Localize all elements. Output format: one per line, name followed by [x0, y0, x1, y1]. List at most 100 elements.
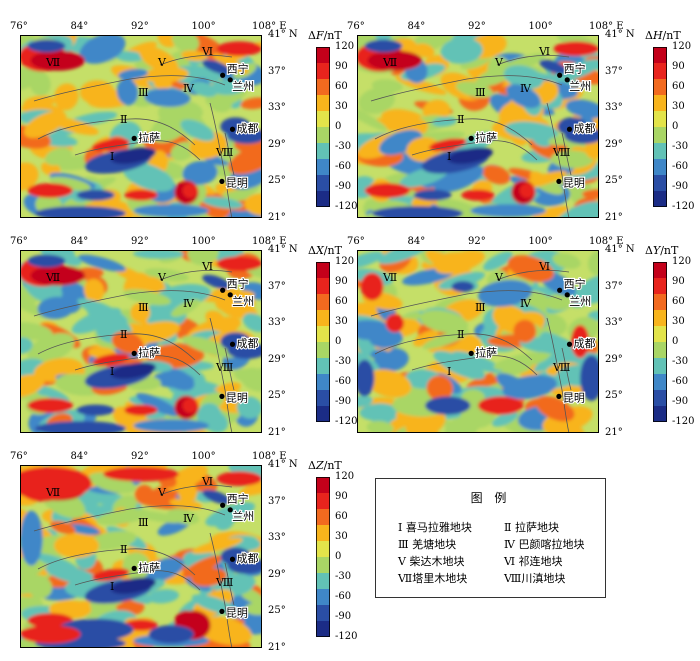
colorbar-title-symbol: Δ: [308, 29, 316, 42]
anomaly-patch: [192, 537, 243, 554]
legend-item: Ⅶ塔里木地块: [398, 572, 468, 585]
city-marker: [227, 77, 233, 83]
anomaly-patch: [92, 138, 130, 152]
block-label: Ⅶ: [45, 486, 60, 499]
anomaly-patch: [564, 127, 599, 144]
anomaly-patch: [405, 409, 446, 433]
city-label: 兰州: [232, 295, 254, 308]
colorbar-swatch: [316, 262, 330, 279]
colorbar-title-symbol: Δ: [308, 244, 316, 257]
city-label: 兰州: [569, 80, 591, 93]
lat-tick-label: 21°: [605, 427, 623, 438]
block-boundary-line: [374, 333, 533, 361]
block-label: Ⅵ: [201, 475, 213, 488]
anomaly-patch: [478, 279, 533, 307]
anomaly-patch: [553, 41, 599, 57]
colorbar-tick-label: 30: [672, 316, 685, 327]
block-boundary-line: [74, 355, 201, 376]
lon-tick-label: 100°: [191, 236, 216, 247]
lon-tick-label: 76°: [347, 236, 365, 247]
colorbar-swatch: [653, 79, 667, 96]
colorbar-swatch: [316, 278, 330, 295]
city-marker: [556, 178, 562, 184]
anomaly-patch: [503, 65, 544, 90]
block-boundary-line: [33, 290, 226, 317]
anomaly-patch: [170, 141, 195, 161]
colorbar-tick-label: 60: [335, 296, 348, 307]
city-label: 拉萨: [138, 130, 160, 144]
lat-tick-label: 33°: [605, 102, 623, 114]
lat-tick-label: 29°: [268, 138, 286, 150]
colorbar-swatch: [653, 262, 667, 279]
anomaly-patch: [227, 342, 262, 359]
colorbar-swatch: [316, 541, 330, 558]
colorbar-tick-label: 60: [335, 511, 348, 522]
anomaly-patch: [20, 162, 39, 191]
lat-tick-label: 33°: [268, 102, 286, 114]
colorbar-title-unit: /nT: [323, 459, 342, 472]
block-label: Ⅷ: [552, 146, 570, 159]
anomaly-patch: [182, 160, 218, 185]
anomaly-patch: [395, 75, 447, 95]
anomaly-patch: [116, 78, 139, 106]
block-label: Ⅰ: [110, 365, 114, 378]
colorbar-swatch: [653, 294, 667, 311]
colorbar-title: ΔH/nT: [645, 29, 681, 42]
anomaly-patch: [236, 396, 262, 419]
map-panel-Z: Ⅰ Ⅱ Ⅲ Ⅳ Ⅴ Ⅵ Ⅶ Ⅷ 西宁 兰州 成都 拉萨 昆明 76° 84° 92° 100° 108° E 41°…: [10, 451, 357, 661]
lat-tick-label: 37°: [268, 280, 286, 292]
colorbar-swatch: [653, 175, 667, 192]
anomaly-patch: [357, 103, 388, 131]
colorbar-tick-label: -30: [335, 356, 352, 367]
anomaly-patch: [431, 116, 457, 127]
colorbar-tick-label: -60: [335, 376, 352, 387]
colorbar-title: ΔX/nT: [308, 244, 342, 257]
lon-tick-label: 92°: [468, 21, 486, 32]
anomaly-patch: [452, 351, 503, 373]
block-boundary-line: [224, 132, 235, 176]
colorbar-swatch: [316, 143, 330, 160]
lon-tick-label: 92°: [468, 236, 486, 247]
colorbar-swatch: [316, 621, 330, 637]
lon-tick-label: 108° E: [252, 21, 287, 32]
block-boundary-line: [411, 140, 538, 161]
lon-tick-label: 84°: [70, 451, 89, 462]
colorbar-tick-label: -90: [672, 181, 689, 192]
anomaly-patch: [27, 39, 66, 53]
anomaly-patch: [20, 510, 43, 566]
anomaly-patch: [124, 404, 158, 416]
colorbar-swatch: [316, 525, 330, 542]
anomaly-patch: [242, 313, 262, 333]
city-label: 拉萨: [138, 345, 160, 359]
lon-tick-label: 108° E: [589, 21, 624, 32]
colorbar-swatch: [316, 95, 330, 112]
lon-tick-label: 76°: [10, 451, 28, 462]
colorbar-title: ΔY/nT: [645, 244, 678, 257]
lat-tick-label: 21°: [605, 212, 623, 223]
anomaly-patch: [370, 349, 389, 360]
anomaly-patch: [122, 162, 175, 192]
block-boundary-line: [159, 270, 233, 281]
anomaly-patch: [482, 164, 511, 185]
colorbar-tick-label: -90: [335, 396, 352, 407]
block-boundary-line: [159, 485, 233, 496]
colorbar-swatch: [316, 573, 330, 590]
colorbar-swatch: [653, 191, 667, 207]
block-label: Ⅱ: [457, 328, 464, 341]
lon-tick-label: 84°: [70, 21, 89, 32]
colorbar-tick-label: 60: [672, 81, 685, 92]
block-boundary-line: [74, 140, 201, 161]
lat-tick-label: 37°: [268, 65, 286, 77]
lat-tick-label: 29°: [268, 353, 286, 365]
block-label: Ⅵ: [538, 260, 550, 273]
anomaly-patch: [531, 205, 569, 218]
anomaly-patch: [20, 337, 33, 354]
lat-tick-label: 29°: [605, 353, 623, 365]
city-label: 拉萨: [475, 345, 497, 359]
colorbar-tick-label: -120: [335, 201, 358, 212]
colorbar-title-variable: Z: [315, 459, 324, 472]
colorbar-swatch: [653, 63, 667, 80]
anomaly-patch: [550, 59, 599, 83]
